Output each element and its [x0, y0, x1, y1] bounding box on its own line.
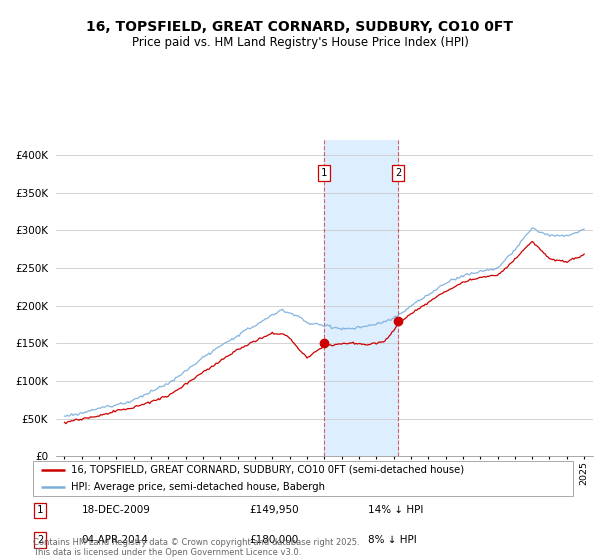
Text: 1: 1 — [37, 506, 43, 515]
Text: 04-APR-2014: 04-APR-2014 — [82, 535, 148, 545]
Text: 2: 2 — [37, 535, 43, 545]
Text: 16, TOPSFIELD, GREAT CORNARD, SUDBURY, CO10 0FT (semi-detached house): 16, TOPSFIELD, GREAT CORNARD, SUDBURY, C… — [71, 465, 464, 475]
Text: Contains HM Land Registry data © Crown copyright and database right 2025.
This d: Contains HM Land Registry data © Crown c… — [33, 538, 359, 557]
Text: 1: 1 — [320, 168, 327, 178]
Text: £149,950: £149,950 — [249, 506, 299, 515]
Text: 14% ↓ HPI: 14% ↓ HPI — [368, 506, 423, 515]
Text: 8% ↓ HPI: 8% ↓ HPI — [368, 535, 416, 545]
FancyBboxPatch shape — [33, 461, 573, 496]
Text: 2: 2 — [395, 168, 401, 178]
Text: Price paid vs. HM Land Registry's House Price Index (HPI): Price paid vs. HM Land Registry's House … — [131, 36, 469, 49]
Text: 16, TOPSFIELD, GREAT CORNARD, SUDBURY, CO10 0FT: 16, TOPSFIELD, GREAT CORNARD, SUDBURY, C… — [86, 20, 514, 34]
Bar — [323, 140, 398, 456]
Text: £180,000: £180,000 — [249, 535, 298, 545]
Text: HPI: Average price, semi-detached house, Babergh: HPI: Average price, semi-detached house,… — [71, 482, 325, 492]
Text: 18-DEC-2009: 18-DEC-2009 — [82, 506, 151, 515]
